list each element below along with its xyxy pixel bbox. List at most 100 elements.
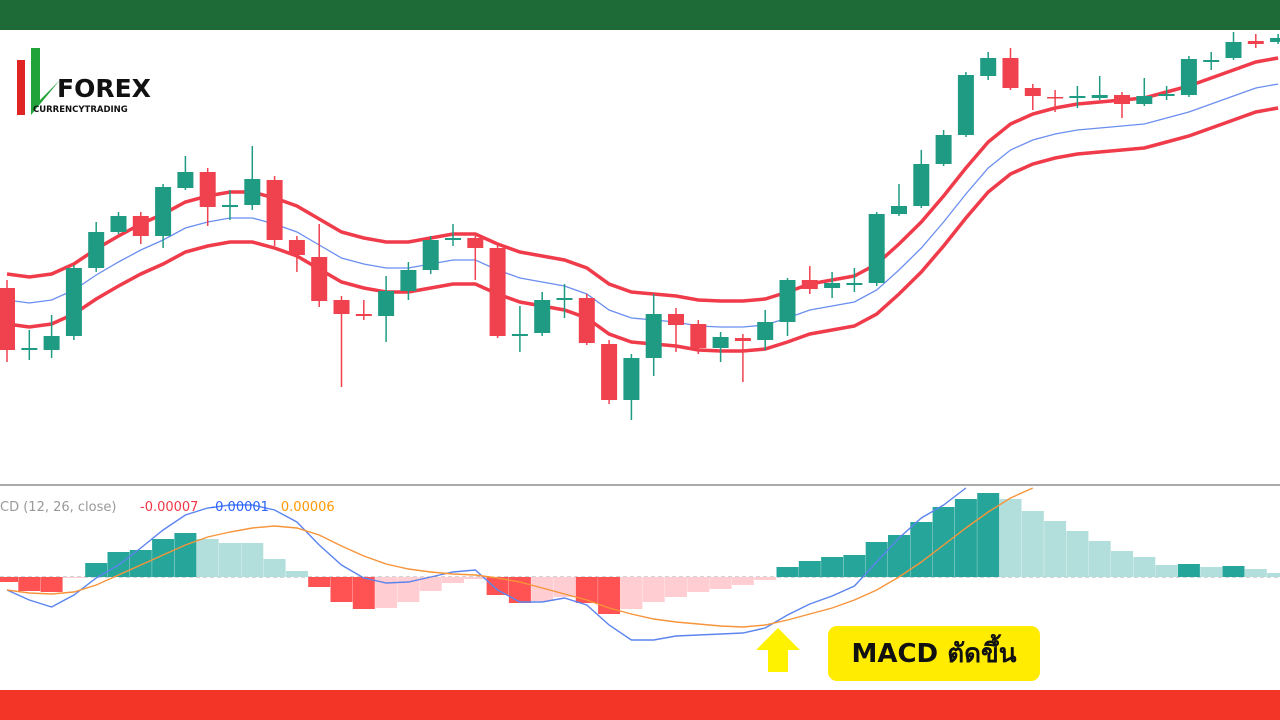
histogram-bar: [0, 577, 18, 582]
histogram-bar: [241, 543, 264, 577]
candle-body: [601, 344, 618, 400]
candle-body: [400, 270, 417, 291]
candle-body: [177, 172, 194, 188]
candle-body: [489, 248, 506, 336]
logo-bar: [17, 60, 25, 115]
candle-body: [422, 240, 439, 270]
indicator-line: [6, 56, 1279, 303]
candle-body: [222, 205, 238, 207]
indicator-line: [6, 106, 1279, 353]
candle-body: [132, 216, 149, 236]
histogram-bar: [598, 577, 621, 614]
readout: -0.00007 -0.00001 0.00006: [140, 500, 335, 515]
candle-body: [88, 232, 105, 268]
bottom-banner: [0, 690, 1280, 720]
histogram-bar: [754, 577, 777, 580]
histogram-bar: [1267, 573, 1280, 577]
annotation: MACD ตัดขึ้น: [851, 633, 1016, 669]
logo-mark: [31, 48, 60, 115]
candle-body: [645, 314, 662, 358]
histogram-bar: [575, 577, 598, 603]
candle-body: [1270, 38, 1280, 42]
histogram-bar: [330, 577, 353, 602]
candle-body: [110, 216, 127, 232]
histogram-bar: [1044, 521, 1067, 577]
candle-body: [65, 268, 82, 336]
histogram-bar: [1111, 551, 1133, 577]
candle-body: [868, 214, 885, 283]
candle-body: [378, 291, 395, 316]
candle-body: [801, 280, 818, 289]
candle-body: [445, 238, 461, 240]
histogram-bar: [620, 577, 643, 609]
candle-body: [355, 314, 372, 316]
histogram-bar: [308, 577, 331, 587]
candle-body: [846, 283, 863, 285]
histogram-bar: [1177, 564, 1200, 577]
histogram-bar: [464, 577, 487, 579]
candle-body: [1247, 41, 1264, 44]
candle-body: [734, 338, 751, 341]
candle-body: [712, 337, 729, 348]
histogram-bar: [709, 577, 732, 589]
candle-body: [578, 298, 595, 343]
candle-body: [1091, 95, 1108, 98]
indicator-line: [6, 487, 1034, 628]
histogram-bar: [910, 522, 933, 577]
readout-value: -0.00001: [210, 500, 268, 515]
annotation-badge: [828, 626, 1040, 681]
candle-body: [1002, 58, 1019, 88]
readout-value: -0.00007: [140, 500, 198, 515]
candle-body: [690, 324, 707, 348]
histogram-bar: [665, 577, 687, 597]
histogram-bar: [1133, 557, 1156, 577]
indicator-line: [6, 487, 967, 641]
candle-body: [21, 348, 38, 350]
histogram-bar: [1200, 567, 1223, 577]
histogram-bar: [999, 499, 1022, 577]
histogram-bar: [419, 577, 442, 591]
price-pane: [0, 32, 1280, 420]
histogram-bar: [843, 555, 866, 577]
histogram-bar: [375, 577, 398, 608]
histogram-bar: [977, 493, 1000, 577]
candle-body: [1180, 59, 1197, 95]
candle-body: [199, 172, 216, 207]
candle-body: [467, 238, 484, 248]
readout-value: 0.00006: [281, 500, 335, 515]
candle-body: [891, 206, 907, 214]
histogram-bar: [263, 559, 286, 577]
candle-body: [824, 283, 841, 288]
histogram-bar: [531, 577, 554, 601]
histogram-bar: [954, 499, 977, 577]
candle-body: [333, 300, 350, 314]
histogram-bar: [888, 535, 910, 577]
histogram-bar: [18, 577, 41, 591]
candle-body: [266, 180, 283, 240]
histogram-bar: [1244, 569, 1267, 577]
histogram-bar: [174, 533, 197, 577]
histogram-bar: [285, 571, 308, 577]
candle-body: [155, 187, 172, 236]
histogram-bar: [352, 577, 375, 609]
candle-body: [980, 58, 997, 76]
arrow: [756, 628, 800, 672]
candle-body: [244, 179, 261, 205]
histogram-bar: [1155, 565, 1178, 577]
indicator-line: [6, 83, 1279, 328]
histogram-bar: [1066, 531, 1089, 577]
candle-body: [779, 280, 796, 322]
histogram-bar: [687, 577, 710, 592]
histogram-bar: [397, 577, 420, 602]
histogram-bar: [486, 577, 509, 595]
histogram-bar: [821, 557, 844, 577]
candle-body: [288, 240, 305, 255]
candle-body: [0, 288, 15, 350]
logo: FOREX CURRENCYTRADING: [17, 48, 151, 115]
candle-body: [935, 135, 952, 164]
histogram-bar: [642, 577, 665, 602]
histogram-bar: [129, 550, 152, 577]
histogram-bar: [442, 577, 464, 583]
candle-body: [957, 75, 974, 135]
